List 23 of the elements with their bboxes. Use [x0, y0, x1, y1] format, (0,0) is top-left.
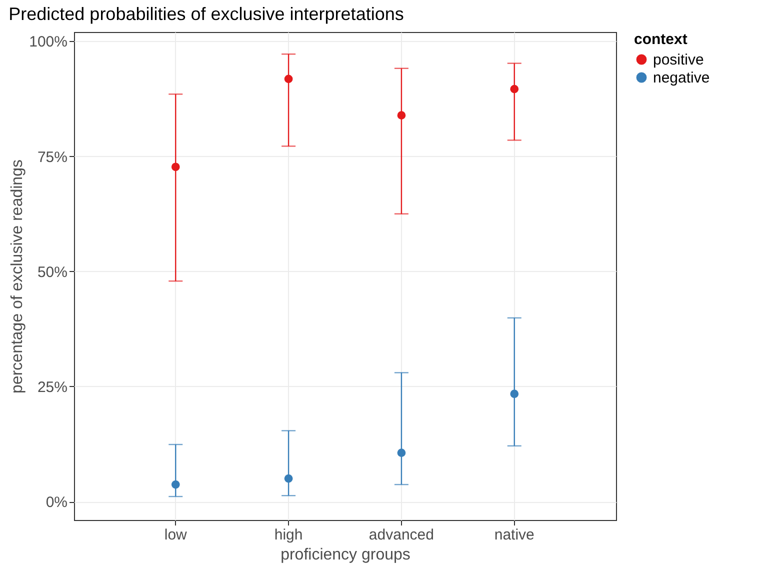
x-axis-title: proficiency groups [280, 546, 410, 564]
point [397, 448, 406, 457]
point [284, 74, 293, 84]
y-axis-title: percentage of exclusive readings [9, 160, 26, 394]
y-tick-label: 75% [37, 148, 68, 166]
x-tick-label: low [164, 526, 188, 544]
y-tick-label: 25% [37, 378, 68, 396]
point [397, 111, 406, 120]
point [284, 474, 293, 483]
x-tick-label: advanced [368, 526, 434, 544]
y-tick-label: 50% [37, 264, 68, 281]
chart-title: Predicted probabilities of exclusive interpretations [8, 4, 404, 24]
y-tick-label: 100% [29, 34, 68, 51]
x-tick-label: native [494, 526, 534, 544]
point [510, 390, 519, 398]
x-tick-label: high [274, 526, 303, 544]
legend-title: context [634, 31, 688, 48]
y-tick-label: 0% [46, 494, 68, 512]
point [171, 162, 180, 172]
point [171, 480, 180, 489]
legend-label: positive [653, 52, 704, 68]
point [510, 84, 519, 94]
legend-label: negative [653, 70, 710, 86]
